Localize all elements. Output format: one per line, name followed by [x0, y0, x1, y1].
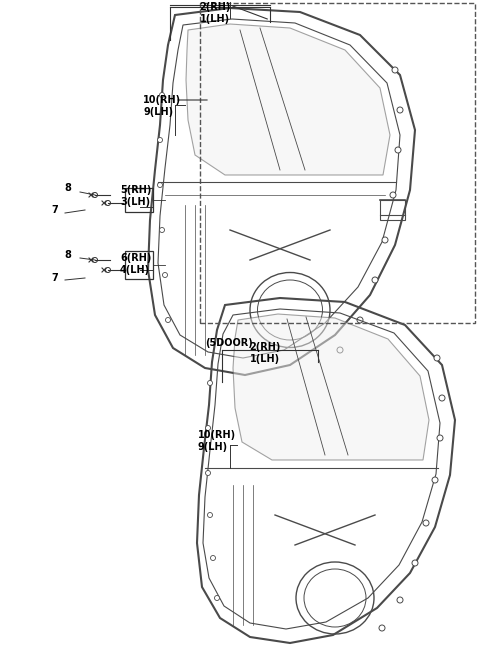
Ellipse shape — [357, 317, 363, 323]
Ellipse shape — [215, 595, 219, 601]
Bar — [380, 200, 405, 220]
Ellipse shape — [423, 520, 429, 526]
Ellipse shape — [379, 625, 385, 631]
Ellipse shape — [337, 347, 343, 353]
Bar — [200, 3, 475, 323]
Ellipse shape — [390, 192, 396, 198]
Text: 10(RH)
9(LH): 10(RH) 9(LH) — [198, 430, 236, 452]
PathPatch shape — [233, 314, 429, 460]
Text: (5DOOR): (5DOOR) — [205, 338, 253, 348]
Text: 7: 7 — [52, 273, 59, 283]
Ellipse shape — [159, 93, 165, 97]
Ellipse shape — [207, 512, 213, 518]
Text: 8: 8 — [65, 250, 72, 260]
Ellipse shape — [106, 267, 110, 272]
Text: 5(RH)
3(LH): 5(RH) 3(LH) — [120, 185, 151, 207]
Text: 10(RH)
9(LH): 10(RH) 9(LH) — [143, 95, 181, 117]
Text: 6(RH)
4(LH): 6(RH) 4(LH) — [120, 253, 151, 274]
Ellipse shape — [205, 426, 211, 430]
Bar — [125, 188, 153, 212]
Text: 2(RH)
1(LH): 2(RH) 1(LH) — [249, 342, 281, 363]
PathPatch shape — [186, 24, 390, 175]
Ellipse shape — [205, 471, 211, 475]
Ellipse shape — [93, 192, 97, 198]
Ellipse shape — [382, 237, 388, 243]
Ellipse shape — [159, 227, 165, 233]
Ellipse shape — [157, 182, 163, 188]
Ellipse shape — [211, 556, 216, 560]
Ellipse shape — [397, 597, 403, 603]
Ellipse shape — [412, 560, 418, 566]
Bar — [125, 251, 153, 279]
Ellipse shape — [439, 395, 445, 401]
Ellipse shape — [397, 107, 403, 113]
Ellipse shape — [163, 272, 168, 278]
Ellipse shape — [434, 355, 440, 361]
Ellipse shape — [166, 318, 170, 322]
Ellipse shape — [106, 200, 110, 206]
Ellipse shape — [392, 67, 398, 73]
Ellipse shape — [157, 137, 163, 143]
Ellipse shape — [207, 381, 213, 385]
Text: 8: 8 — [65, 183, 72, 193]
Text: 7: 7 — [52, 205, 59, 215]
Ellipse shape — [395, 147, 401, 153]
Ellipse shape — [437, 435, 443, 441]
Ellipse shape — [432, 477, 438, 483]
Ellipse shape — [93, 257, 97, 263]
Ellipse shape — [372, 277, 378, 283]
Text: 2(RH)
1(LH): 2(RH) 1(LH) — [199, 2, 231, 24]
